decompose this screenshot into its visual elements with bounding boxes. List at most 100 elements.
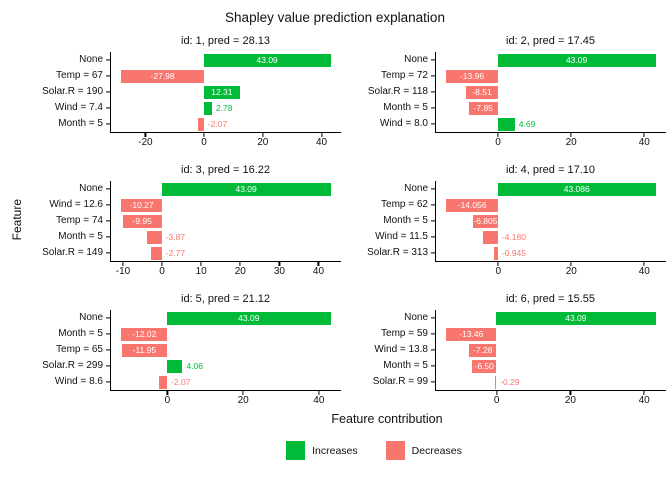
x-tick-label: 20 <box>565 137 577 148</box>
plot-panel: 43.09 -13.46 -7.28 -6.50 -0.29 <box>430 310 666 391</box>
x-tick-mark <box>570 133 572 137</box>
y-tick-mark <box>105 59 110 61</box>
bar-value-label: 43.09 <box>238 313 260 323</box>
x-tick-mark <box>161 262 163 266</box>
bar-value-label: -13.46 <box>459 329 484 339</box>
contribution-bar <box>203 101 212 115</box>
x-tick-mark <box>569 391 571 395</box>
x-tick-label: 40 <box>315 137 328 148</box>
x-tick-mark <box>122 262 124 266</box>
y-tick-mark <box>105 333 110 335</box>
bar-value-label: -7.85 <box>473 103 493 113</box>
y-axis-label: Wind = 8.0 <box>379 118 428 129</box>
contribution-bar <box>466 85 498 99</box>
y-axis-labels: None Temp = 72 Solar.R = 118 Month = 5 Wind … <box>355 52 435 133</box>
y-axis-label: None <box>79 54 103 65</box>
bar-value-label: -2.07 <box>171 377 191 387</box>
y-axis-title: Feature <box>10 199 24 241</box>
y-tick-mark <box>430 107 435 109</box>
x-axis-title: Feature contribution <box>331 412 443 426</box>
y-tick-mark <box>430 188 435 190</box>
x-tick-mark <box>643 262 645 266</box>
y-tick-mark <box>105 91 110 93</box>
x-tick-mark <box>496 391 498 395</box>
plot-panel: 43.086 -14.056 -6.805 -4.180 -0.945 <box>430 181 666 262</box>
x-tick-mark <box>200 262 202 266</box>
x-tick-mark <box>320 133 323 137</box>
bar-value-label: 43.09 <box>256 55 278 65</box>
plot-panel: 43.09 -12.02 -11.95 4.06 -2.07 <box>105 310 341 391</box>
decreases-swatch <box>385 441 405 460</box>
x-axis-ticks: 0 20 40 <box>437 391 667 408</box>
x-tick-label: -10 <box>115 266 131 277</box>
y-axis-label: Month = 5 <box>58 118 103 129</box>
y-axis-label: Month = 5 <box>383 102 428 113</box>
y-axis-label: Month = 5 <box>383 360 428 371</box>
y-axis-label: Solar.R = 299 <box>42 360 103 371</box>
contribution-bar <box>197 117 204 131</box>
y-axis-label: Wind = 12.6 <box>49 199 103 210</box>
contribution-bar <box>472 214 498 228</box>
x-tick-mark <box>203 133 205 137</box>
y-tick-mark <box>430 365 435 367</box>
x-tick-mark <box>497 262 499 266</box>
y-tick-mark <box>105 236 110 238</box>
x-tick-label: 0 <box>493 395 500 406</box>
y-tick-mark <box>430 59 435 61</box>
y-axis-label: Month = 5 <box>58 231 103 242</box>
x-tick-mark <box>643 391 645 395</box>
y-tick-mark <box>105 123 110 125</box>
bar-value-label: 12.31 <box>211 87 233 97</box>
x-tick-label: 0 <box>201 137 207 148</box>
contribution-bar <box>497 117 515 131</box>
bar-value-label: -4.180 <box>501 232 526 242</box>
x-tick-label: 0 <box>164 395 171 406</box>
y-tick-mark <box>430 91 435 93</box>
y-axis-label: Temp = 74 <box>56 215 103 226</box>
contribution-bar <box>446 327 497 341</box>
bar-value-label: -2.77 <box>165 248 186 258</box>
y-axis-label: Temp = 65 <box>56 344 103 355</box>
y-axis-label: Solar.R = 313 <box>367 247 428 258</box>
contribution-bar <box>446 69 498 83</box>
legend: Increases Decreases <box>4 441 666 460</box>
x-tick-label: 20 <box>257 137 269 148</box>
y-axis-label: Solar.R = 99 <box>372 376 428 387</box>
bar-value-label: -2.07 <box>207 119 228 129</box>
bar-value-label: -7.28 <box>473 345 493 355</box>
x-tick-mark <box>239 262 241 266</box>
x-tick-mark <box>317 262 320 266</box>
y-tick-mark <box>430 317 435 319</box>
y-axis-labels: None Temp = 62 Month = 5 Wind = 11.5 Solar.R… <box>355 181 435 262</box>
contribution-bar <box>468 101 498 115</box>
y-axis-labels: None Month = 5 Temp = 65 Solar.R = 299 Wind … <box>30 310 110 391</box>
contribution-bar <box>495 375 497 389</box>
x-axis-ticks: -20 0 20 40 <box>112 133 342 150</box>
bar-value-label: -8.51 <box>472 87 492 97</box>
x-tick-label: 40 <box>312 266 325 277</box>
bar-value-label: -12.02 <box>132 329 157 339</box>
facet-id-3: id: 3, pred = 16.22 None Wind = 12.6 Temp … <box>30 161 341 279</box>
contribution-bar <box>472 359 497 373</box>
contribution-bar <box>497 53 656 67</box>
x-tick-mark <box>643 133 645 137</box>
bar-value-label: -6.50 <box>474 361 494 371</box>
y-tick-mark <box>105 75 110 77</box>
y-axis-label: Wind = 7.4 <box>54 102 103 113</box>
contribution-bar <box>497 182 656 196</box>
contribution-bar <box>496 311 656 325</box>
facet-title: id: 2, pred = 17.45 <box>506 35 595 47</box>
x-tick-label: 0 <box>495 266 502 277</box>
plot-panel: 43.09 -10.27 -9.95 -3.87 -2.77 <box>105 181 341 262</box>
bar-value-label: -10.27 <box>129 200 154 210</box>
y-axis-label: Solar.R = 118 <box>367 86 428 97</box>
facet-title: id: 5, pred = 21.12 <box>181 293 270 305</box>
facet-id-2: id: 2, pred = 17.45 None Temp = 72 Solar.R… <box>355 32 666 150</box>
contribution-bar <box>161 182 331 196</box>
facet-title: id: 4, pred = 17.10 <box>506 164 595 176</box>
y-axis-label: None <box>404 183 428 194</box>
x-tick-label: 40 <box>638 266 650 277</box>
plot-title: Shapley value prediction explanation <box>225 10 445 25</box>
bar-value-label: 4.06 <box>186 361 204 371</box>
